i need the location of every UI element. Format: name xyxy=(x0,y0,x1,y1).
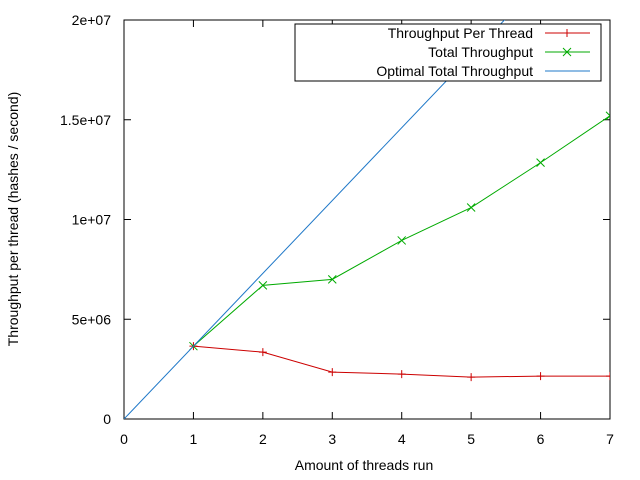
series-line xyxy=(124,20,506,419)
legend-marker xyxy=(563,29,571,37)
y-tick-label: 1e+07 xyxy=(72,212,112,228)
y-axis: 0 5e+06 1e+07 1.5e+07 2e+07 xyxy=(60,12,610,427)
series-line xyxy=(193,115,610,347)
data-point xyxy=(258,348,267,357)
y-tick-label: 1.5e+07 xyxy=(60,112,111,128)
series-layer xyxy=(124,20,610,419)
y-axis-label: Throughput per thread (hashes / second) xyxy=(5,92,21,347)
x-tick-label: 2 xyxy=(259,431,267,447)
data-point xyxy=(606,372,610,381)
y-tick-label: 0 xyxy=(103,411,111,427)
data-point xyxy=(397,236,407,245)
data-point xyxy=(605,111,610,121)
series-0 xyxy=(189,342,610,382)
legend-marker xyxy=(562,47,572,57)
x-axis: 0 1 2 3 4 5 6 7 xyxy=(120,20,614,447)
data-point xyxy=(536,158,545,167)
data-point xyxy=(536,372,545,381)
y-tick-label: 5e+06 xyxy=(72,311,112,327)
x-tick-label: 5 xyxy=(467,431,475,447)
data-point xyxy=(328,368,337,377)
data-point xyxy=(397,370,406,379)
legend-entry-label: Throughput Per Thread xyxy=(388,25,533,41)
x-axis-label: Amount of threads run xyxy=(295,457,434,473)
data-point xyxy=(466,203,476,212)
series-1 xyxy=(189,111,610,351)
legend: Throughput Per Thread Total Throughput Opt… xyxy=(294,23,602,82)
x-tick-label: 6 xyxy=(537,431,545,447)
x-tick-label: 1 xyxy=(190,431,198,447)
legend-entry-label: Optimal Total Throughput xyxy=(376,63,533,79)
x-tick-label: 4 xyxy=(398,431,406,447)
x-tick-label: 3 xyxy=(328,431,336,447)
y-tick-label: 2e+07 xyxy=(72,12,112,28)
data-point xyxy=(327,274,337,284)
data-point xyxy=(258,280,268,290)
series-2 xyxy=(124,20,506,419)
legend-entry-label: Total Throughput xyxy=(428,44,533,60)
x-tick-label: 7 xyxy=(606,431,614,447)
data-point xyxy=(467,373,476,382)
x-tick-label: 0 xyxy=(120,431,128,447)
